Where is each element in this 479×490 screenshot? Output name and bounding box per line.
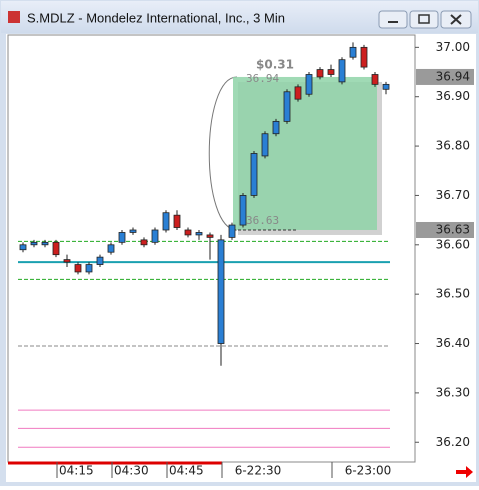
measure-change: $0.31 (256, 57, 294, 71)
candle-body (349, 46, 357, 58)
candle-body (382, 83, 390, 90)
measure-arc (208, 76, 238, 231)
candle-body (228, 224, 236, 238)
candle-body (30, 241, 38, 246)
measure-low: 36.63 (246, 214, 279, 227)
candle-body (206, 234, 214, 238)
candle-body (74, 264, 82, 273)
candle-body (217, 239, 225, 344)
y-tick-label: 36.60 (436, 237, 470, 251)
candle-body (195, 232, 203, 236)
x-tick-label: 6-23:00 (345, 464, 392, 478)
candle-body (19, 244, 27, 251)
y-tick-label: 37.00 (436, 40, 470, 54)
x-tick-label: 04:15 (59, 464, 94, 478)
candle-body (173, 214, 181, 228)
candle-body (52, 241, 60, 256)
candle-body (294, 86, 302, 100)
candle-body (283, 91, 291, 122)
candle-body (107, 244, 115, 253)
candle-body (327, 69, 335, 75)
candle-body (129, 229, 137, 233)
candle-body (371, 74, 379, 85)
y-tick-label: 36.50 (436, 287, 470, 301)
y-tick-label: 36.90 (436, 89, 470, 103)
y-tick-label: 36.30 (436, 385, 470, 399)
candle-body (118, 232, 126, 243)
candle-body (316, 69, 324, 78)
candle-body (239, 195, 247, 226)
y-tick-label: 36.20 (436, 435, 470, 449)
maximize-icon (418, 14, 430, 24)
price-marker-label: 36.63 (436, 222, 470, 236)
minimize-button[interactable] (378, 10, 408, 29)
candle-body (140, 239, 148, 246)
price-marker (416, 68, 474, 85)
app-icon (8, 11, 20, 23)
candle-body (96, 256, 104, 265)
candle-body (261, 133, 269, 157)
candle-body (41, 241, 49, 246)
y-tick-label: 36.70 (436, 188, 470, 202)
candle-body (272, 120, 280, 135)
close-icon (450, 14, 462, 25)
candle-body (338, 59, 346, 83)
x-tick-label: 04:45 (169, 464, 204, 478)
window-title: S.MDLZ - Mondelez International, Inc., 3… (27, 10, 285, 25)
x-tick-label: 04:30 (114, 464, 149, 478)
candle-body (63, 259, 71, 263)
candle-body (360, 46, 368, 68)
price-marker (416, 221, 474, 238)
candle-body (184, 229, 192, 236)
candle-body (151, 229, 159, 243)
measure-high: 36.94 (246, 72, 279, 85)
candle-body (305, 74, 313, 95)
candle-body (85, 264, 93, 273)
maximize-button[interactable] (409, 10, 439, 29)
window-buttons[interactable] (378, 10, 472, 29)
candle-body (250, 153, 258, 196)
x-tick-label: 6-22:30 (235, 464, 282, 478)
y-tick-label: 36.40 (436, 336, 470, 350)
y-tick-label: 36.80 (436, 139, 470, 153)
price-marker-label: 36.94 (436, 69, 470, 83)
candle-body (162, 212, 170, 231)
scroll-arrow[interactable] (456, 466, 473, 478)
